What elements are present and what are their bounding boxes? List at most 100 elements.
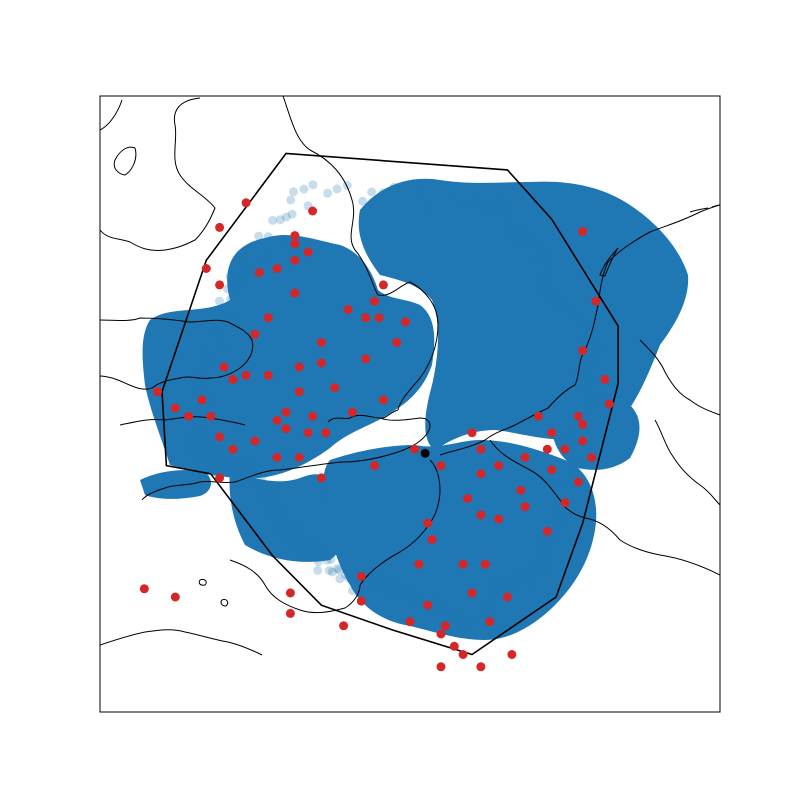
- coverage-point: [533, 558, 543, 568]
- station-marker: [409, 444, 419, 454]
- coverage-point: [393, 580, 403, 590]
- coverage-point: [322, 555, 332, 565]
- coverage-point: [195, 367, 205, 377]
- coverage-point: [544, 543, 554, 553]
- station-marker: [361, 354, 371, 364]
- coverage-point: [204, 398, 214, 408]
- station-marker: [374, 313, 384, 323]
- coverage-blob-france: [323, 440, 597, 640]
- coverage-point: [342, 180, 352, 190]
- coverage-point: [206, 434, 216, 444]
- coverage-point: [515, 230, 525, 239]
- map-frame: [99, 95, 721, 713]
- coverage-point: [212, 319, 222, 329]
- station-marker: [197, 395, 207, 405]
- coverage-point: [276, 236, 286, 246]
- coverage-point: [229, 457, 238, 467]
- coverage-point: [515, 241, 525, 251]
- coastline-ijsselmeer: [599, 247, 619, 277]
- coverage-point: [275, 526, 285, 536]
- coverage-point: [397, 593, 407, 603]
- coverage-point: [562, 429, 572, 439]
- station-marker: [578, 346, 588, 356]
- station-marker: [542, 526, 552, 536]
- coastline-france-north: [359, 459, 441, 586]
- coverage-point: [409, 596, 419, 606]
- coverage-point: [324, 566, 334, 575]
- coverage-point: [446, 609, 456, 619]
- coverage-point: [210, 453, 220, 463]
- station-marker: [401, 317, 411, 327]
- coverage-point: [239, 465, 249, 475]
- station-marker: [294, 362, 304, 372]
- coverage-point: [493, 581, 503, 591]
- coverage-point: [576, 380, 586, 389]
- station-marker: [423, 600, 433, 610]
- coverage-point: [448, 190, 458, 200]
- station-marker: [467, 588, 477, 598]
- coverage-point: [240, 247, 250, 257]
- coverage-point: [571, 463, 581, 473]
- station-marker: [449, 641, 459, 651]
- coverage-point: [207, 458, 217, 468]
- coverage-point: [353, 579, 363, 589]
- coverage-point: [222, 456, 232, 466]
- station-marker: [215, 432, 225, 442]
- station-marker: [303, 247, 313, 257]
- coverage-point: [543, 554, 553, 564]
- coverage-point: [295, 534, 305, 544]
- coverage-point: [240, 265, 250, 275]
- station-marker: [281, 424, 291, 434]
- station-marker: [316, 358, 326, 368]
- coverage-point: [225, 309, 235, 319]
- coverage-point: [588, 395, 598, 405]
- coverage-point: [417, 589, 426, 599]
- station-marker: [356, 572, 366, 581]
- coverage-point: [423, 204, 433, 214]
- station-marker: [480, 559, 490, 569]
- coverage-point: [574, 369, 584, 378]
- coverage-point: [374, 575, 383, 585]
- coverage-point: [223, 284, 233, 294]
- station-marker: [516, 485, 526, 495]
- coverage-point: [529, 237, 539, 247]
- coverage-point: [543, 260, 553, 269]
- center-point: [420, 448, 430, 458]
- coverage-point: [590, 375, 600, 385]
- station-marker: [458, 650, 468, 659]
- coverage-point: [584, 403, 593, 413]
- coverage-point: [191, 425, 201, 435]
- coverage-point: [271, 515, 281, 525]
- station-marker: [476, 662, 486, 672]
- coverage-point: [405, 585, 415, 595]
- station-marker: [476, 444, 486, 454]
- coverage-point: [237, 272, 247, 282]
- station-marker: [250, 329, 260, 339]
- coastline-frisian: [689, 204, 720, 213]
- coverage-point: [504, 202, 514, 212]
- coastlines: [100, 96, 720, 656]
- station-marker: [343, 305, 353, 314]
- coverage-point: [391, 582, 401, 591]
- coverage-point: [299, 184, 309, 194]
- station-marker: [378, 395, 388, 405]
- coverage-point: [268, 215, 278, 225]
- coverage-point: [504, 223, 514, 233]
- station-marker: [560, 444, 570, 454]
- station-marker: [250, 436, 260, 446]
- station-marker: [290, 255, 300, 265]
- coverage-point: [526, 567, 536, 577]
- coverage-point: [568, 470, 578, 480]
- station-marker: [308, 206, 318, 216]
- coverage-point: [265, 506, 275, 516]
- coverage-point: [327, 567, 337, 577]
- coverage-point: [513, 566, 523, 576]
- coverage-point: [587, 339, 597, 349]
- coverage-point: [275, 215, 285, 225]
- station-marker: [520, 452, 530, 462]
- station-marker: [285, 608, 295, 618]
- coverage-blob-belgium: [551, 393, 640, 470]
- station-marker: [476, 510, 486, 520]
- station-marker: [241, 198, 251, 208]
